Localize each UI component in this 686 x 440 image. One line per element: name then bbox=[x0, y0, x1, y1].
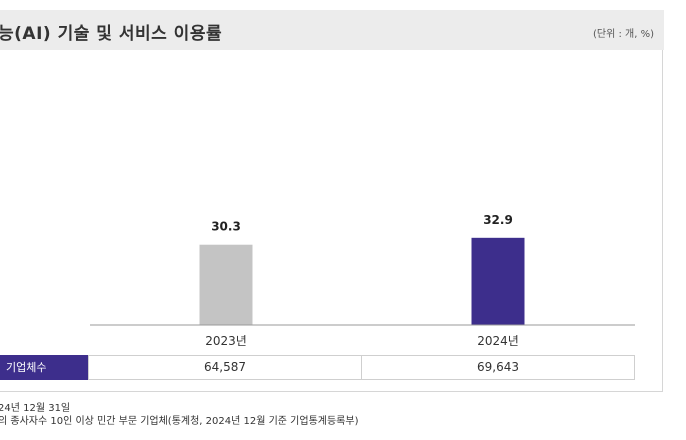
footnote-source: 의 종사자수 10인 이상 민간 부문 기업체(통계청, 2024년 12월 기… bbox=[0, 416, 359, 427]
chart-title: 능(AI) 기술 및 서비스 이용률 bbox=[0, 24, 223, 44]
table-cell-2023: 64,587 bbox=[88, 355, 362, 380]
bar-2023년 bbox=[199, 244, 253, 325]
footnote-date: 24년 12월 31일 bbox=[0, 403, 71, 414]
row-header-company-count: 기업체수 bbox=[0, 355, 88, 380]
chart-panel bbox=[0, 50, 663, 392]
bar-value-label: 30.3 bbox=[211, 220, 241, 234]
data-table-row: 기업체수 64,587 69,643 bbox=[0, 355, 635, 380]
chart-header: 능(AI) 기술 및 서비스 이용률 (단위 : 개, %) bbox=[0, 10, 664, 50]
footnotes: 24년 12월 31일 의 종사자수 10인 이상 민간 부문 기업체(통계청,… bbox=[0, 402, 358, 428]
x-tick-label: 2023년 bbox=[205, 334, 247, 348]
bar-2024년 bbox=[471, 237, 525, 325]
table-cell-2024: 69,643 bbox=[362, 355, 635, 380]
bar-value-label: 32.9 bbox=[483, 213, 513, 227]
unit-label: (단위 : 개, %) bbox=[593, 29, 654, 40]
x-tick-label: 2024년 bbox=[477, 334, 519, 348]
